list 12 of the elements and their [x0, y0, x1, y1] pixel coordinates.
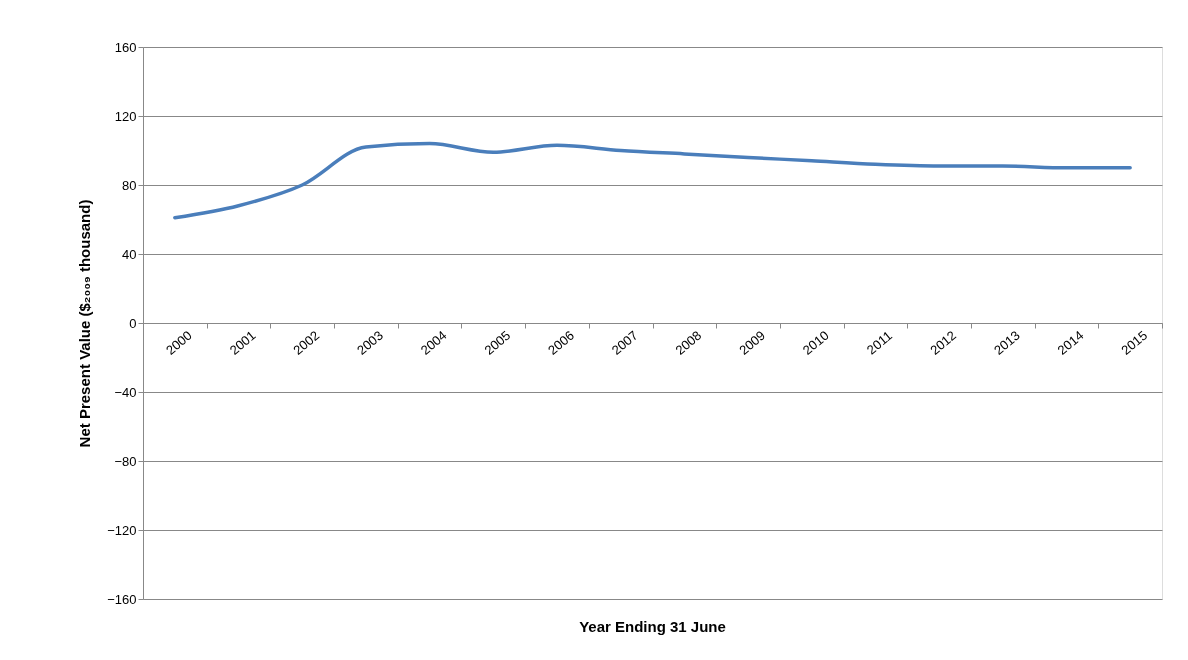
y-tick-label: 80: [122, 177, 137, 193]
y-tick-label: −120: [107, 522, 137, 538]
y-tick-label: −80: [114, 453, 137, 469]
line-series: [173, 141, 1132, 220]
y-tick-label: −40: [114, 384, 137, 400]
y-tick-label: 160: [114, 39, 137, 55]
y-axis-title: Net Present Value ($₂₀₀₉ thousand): [76, 199, 94, 448]
y-tick-label: 40: [122, 246, 137, 262]
y-tick-label: −160: [107, 591, 137, 607]
y-tick-label: 0: [129, 315, 137, 331]
x-axis-title: Year Ending 31 June: [579, 618, 726, 635]
y-tick-label: 120: [114, 108, 137, 124]
